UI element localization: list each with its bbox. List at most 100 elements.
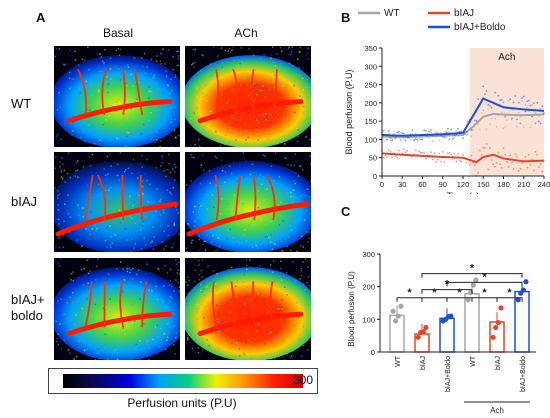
scatter-dot (502, 147, 505, 150)
scatter-dot (500, 98, 503, 101)
perfusion-image-wt-ach (185, 46, 311, 147)
scatter-dot (396, 131, 399, 134)
scatter-dot (436, 158, 439, 161)
significance-star: * (432, 287, 437, 299)
scatter-dot (404, 139, 407, 142)
scatter-dot (504, 153, 507, 156)
scatter-dot (514, 95, 517, 97)
significance-bracket (421, 273, 523, 278)
significance-star: * (482, 271, 487, 283)
scatter-dot (517, 101, 520, 104)
scatter-dot (401, 132, 404, 135)
scatter-dot (465, 130, 468, 133)
data-point (393, 318, 399, 324)
significance-star: * (470, 263, 475, 275)
scatter-dot (389, 137, 392, 139)
scatter-dot (472, 129, 475, 132)
scatter-dot (433, 152, 436, 155)
scatter-dot (484, 146, 486, 149)
color-scale-gradient (63, 374, 303, 388)
scatter-dot (485, 143, 488, 145)
scatter-dot (455, 130, 458, 132)
scatter-dot (534, 122, 537, 125)
y-tick-label: 150 (364, 117, 377, 126)
scatter-dot (516, 156, 518, 158)
scatter-dot (468, 163, 471, 166)
scatter-dot (431, 140, 434, 143)
scatter-dot (443, 130, 446, 133)
scatter-dot (446, 127, 449, 130)
scatter-dot (470, 154, 473, 157)
y-tick-label: 100 (362, 315, 375, 324)
scatter-dot (408, 136, 410, 139)
scatter-dot (414, 132, 417, 135)
scatter-dot (487, 108, 490, 110)
scatter-dot (391, 137, 394, 140)
scatter-dot (509, 98, 512, 101)
scatter-dot (399, 131, 402, 134)
panel-letter-b: B (341, 10, 351, 25)
category-label: bIAJ+Boldo (520, 356, 527, 392)
scatter-dot (419, 138, 422, 141)
scatter-dot (382, 129, 385, 132)
scatter-dot (470, 129, 473, 131)
scatter-dot (529, 126, 532, 129)
scatter-dot (448, 151, 451, 154)
scatter-dot (457, 127, 459, 130)
scatter-dot (485, 90, 488, 92)
x-tick-label: 180 (497, 180, 510, 189)
scatter-dot (440, 160, 442, 163)
scatter-dot (531, 103, 534, 106)
category-label: WT (395, 355, 402, 367)
series-line-1 (381, 152, 545, 164)
scatter-dot (404, 151, 407, 154)
significance-star: * (482, 287, 487, 299)
scatter-dot (534, 151, 537, 153)
scatter-dot (505, 161, 508, 163)
scatter-dot (430, 151, 432, 154)
scatter-dot (450, 128, 453, 131)
scatter-dot (517, 111, 520, 114)
scatter-dot (455, 160, 458, 163)
series-line-2 (381, 97, 545, 137)
data-point (495, 320, 501, 326)
scatter-dot (397, 132, 400, 135)
y-tick-label: 300 (362, 250, 375, 259)
scatter-dot (438, 152, 441, 155)
scatter-dot (511, 161, 513, 164)
scatter-dot (516, 125, 518, 128)
column-header-ach: ACh (234, 26, 258, 40)
perfusion-image-biaj-basal (54, 152, 180, 252)
scatter-dot (527, 153, 530, 156)
scatter-dot (423, 129, 426, 132)
legend-label: bIAJ (454, 8, 474, 19)
scatter-dot (391, 139, 394, 142)
scatter-dot (396, 156, 399, 159)
scatter-dot (394, 136, 397, 139)
scatter-dot (465, 133, 468, 136)
data-point (498, 305, 504, 311)
scatter-dot (487, 168, 490, 171)
scatter-dot (484, 102, 486, 105)
scatter-dot (507, 166, 510, 168)
scatter-dot (409, 138, 412, 141)
scatter-dot (502, 127, 505, 130)
scatter-dot (489, 104, 491, 107)
panel-letter-c: C (341, 204, 351, 219)
scatter-dot (534, 112, 537, 114)
color-scale-title: Perfusion units (P.U) (127, 396, 237, 410)
scatter-dot (430, 129, 432, 132)
data-point (490, 334, 496, 340)
perfusion-color-scale: 0 300 (48, 368, 318, 394)
data-point (415, 334, 421, 340)
scatter-dot (541, 170, 544, 173)
scatter-dot (403, 132, 405, 135)
data-point (448, 313, 454, 319)
scatter-dot (500, 167, 503, 169)
scatter-dot (392, 132, 395, 135)
scatter-dot (539, 163, 542, 166)
scatter-dot (421, 151, 424, 154)
scatter-dot (495, 161, 498, 164)
scatter-dot (527, 99, 530, 102)
scatter-dot (431, 158, 434, 161)
